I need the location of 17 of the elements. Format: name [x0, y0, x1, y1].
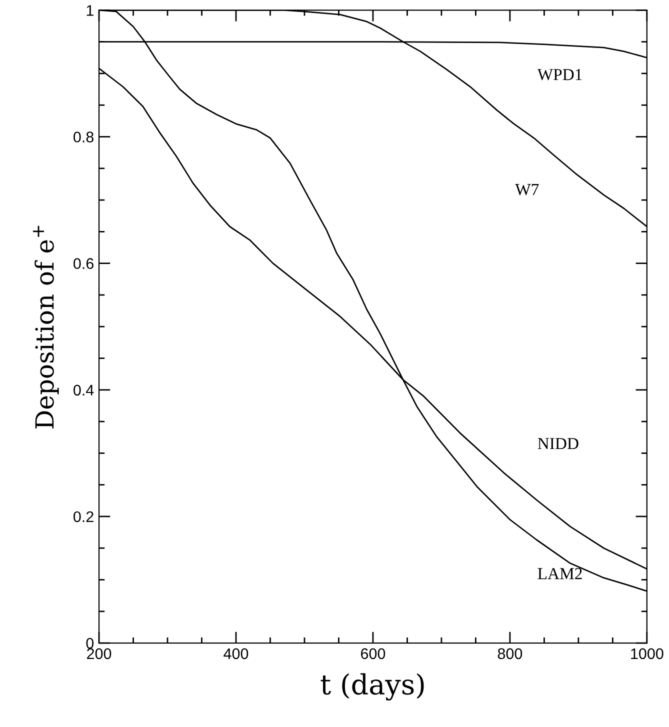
series-label: WPD1: [537, 69, 582, 80]
text: NIDD: [538, 438, 578, 450]
x-tick-label: 800: [498, 648, 522, 660]
y-tick-label: 0: [86, 638, 94, 649]
series-label: W7: [515, 184, 539, 196]
x-tick-label: 400: [224, 648, 248, 660]
x-axis-title: t (days): [320, 673, 424, 701]
y-tick-label: 0.4: [74, 384, 94, 396]
y-tick-label: 0.6: [74, 258, 94, 270]
x-tick-label: 1000: [631, 648, 664, 660]
x-tick-label: 200: [87, 648, 112, 660]
y-tick-label: 0.2: [74, 511, 94, 522]
y-tick-label: 0.8: [74, 132, 94, 142]
y-axis-title: Deposition of e$^{+}$: [33, 226, 59, 428]
series-label: LAM2: [538, 568, 582, 580]
y-tick-label: 1: [86, 5, 94, 16]
x-tick-label: 600: [361, 648, 386, 660]
